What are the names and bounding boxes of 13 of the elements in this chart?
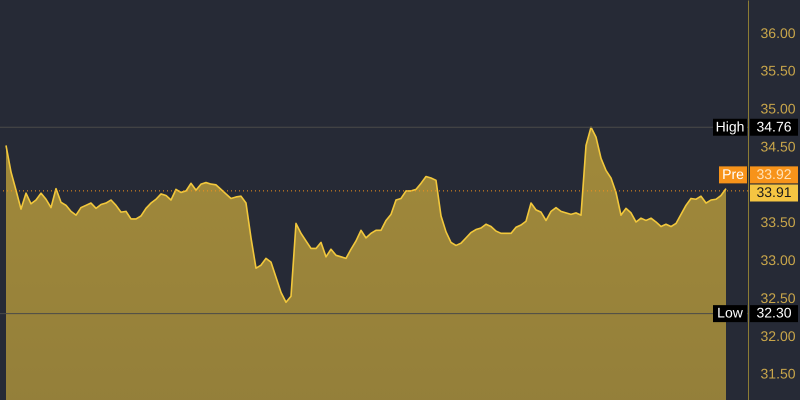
y-tick-label: 32.00	[760, 328, 796, 344]
text: 33.91	[756, 184, 792, 200]
ref-line-label: Low 32.30	[717, 304, 792, 321]
y-tick-label: 36.00	[760, 24, 796, 41]
y-tick-label: 32.50	[760, 290, 796, 306]
ref-line-label: Pre 33.92	[722, 166, 792, 182]
ref-line-label: High 34.76	[716, 118, 792, 134]
y-tick-label: 35.00	[760, 100, 796, 117]
y-tick-label: 34.50	[760, 138, 796, 154]
y-tick-label: 33.50	[760, 214, 796, 230]
y-tick-label: 33.00	[760, 252, 796, 268]
y-tick-label: 35.50	[760, 62, 796, 79]
y-tick-label: 31.50	[760, 366, 796, 382]
